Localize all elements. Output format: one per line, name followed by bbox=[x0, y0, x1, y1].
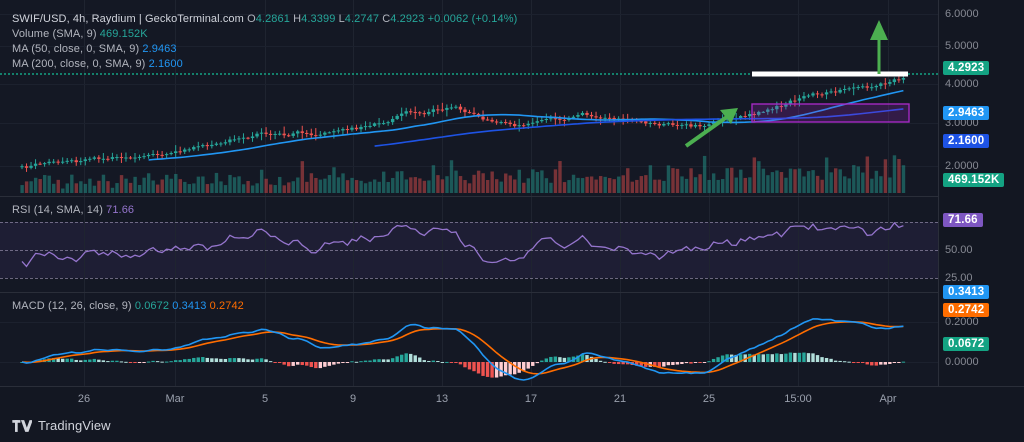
macd-label[interactable]: MACD (12, 26, close, 9) bbox=[12, 300, 132, 312]
gridline-h bbox=[0, 322, 938, 323]
volume-label[interactable]: Volume (SMA, 9) bbox=[12, 28, 97, 40]
low-label: L bbox=[338, 13, 345, 25]
time-tick: 9 bbox=[349, 393, 357, 405]
gridline-v bbox=[888, 0, 889, 197]
gridline-h bbox=[0, 123, 938, 124]
high-value: 4.3399 bbox=[301, 13, 336, 25]
axis-tick: 5.0000 bbox=[945, 40, 979, 52]
time-tick: 17 bbox=[524, 393, 538, 405]
open-value: 4.2861 bbox=[255, 13, 290, 25]
gridline-v bbox=[620, 0, 621, 197]
axis-tick: 4.0000 bbox=[945, 78, 979, 90]
symbol-title[interactable]: SWIF/USD, 4h, Raydium | GeckoTerminal.co… bbox=[12, 13, 244, 25]
axis-tick: 50.00 bbox=[945, 244, 973, 256]
low-value: 4.2747 bbox=[344, 13, 380, 25]
rsi-value: 71.66 bbox=[106, 204, 135, 216]
axis-price-badge[interactable]: 0.3413 bbox=[943, 285, 990, 299]
gridline-h bbox=[0, 84, 938, 85]
macd-pane[interactable] bbox=[0, 293, 938, 386]
rsi-label[interactable]: RSI (14, SMA, 14) bbox=[12, 204, 103, 216]
tradingview-mark-icon bbox=[12, 419, 32, 432]
open-label: O bbox=[247, 13, 256, 25]
axis-tick: 0.0000 bbox=[945, 356, 979, 368]
macd-row: MACD (12, 26, close, 9) 0.0672 0.3413 0.… bbox=[12, 299, 244, 314]
gridline-h bbox=[0, 14, 938, 15]
time-tick: 26 bbox=[77, 393, 91, 405]
ma50-label[interactable]: MA (50, close, 0, SMA, 9) bbox=[12, 43, 140, 55]
gridline-v bbox=[531, 0, 532, 197]
change-percent: (+0.14%) bbox=[471, 13, 518, 25]
axis-tick: 6.0000 bbox=[945, 8, 979, 20]
rsi-legend: RSI (14, SMA, 14) 71.66 bbox=[12, 203, 134, 218]
macd-line-value: 0.3413 bbox=[172, 300, 207, 312]
rsi-level-25 bbox=[0, 278, 938, 279]
tradingview-brand-text: TradingView bbox=[38, 418, 111, 433]
ma200-row: MA (200, close, 0, SMA, 9) 2.1600 bbox=[12, 57, 517, 72]
time-tick: 5 bbox=[261, 393, 269, 405]
gridline-v bbox=[798, 0, 799, 197]
time-tick: Mar bbox=[165, 393, 185, 405]
rsi-row: RSI (14, SMA, 14) 71.66 bbox=[12, 203, 134, 218]
macd-legend: MACD (12, 26, close, 9) 0.0672 0.3413 0.… bbox=[12, 299, 244, 314]
time-tick: 21 bbox=[613, 393, 627, 405]
volume-value: 469.152K bbox=[99, 28, 148, 40]
gridline-v bbox=[888, 293, 889, 386]
axis-price-badge[interactable]: 469.152K bbox=[943, 173, 1005, 187]
ma200-value: 2.1600 bbox=[148, 58, 183, 70]
close-value: 4.2923 bbox=[390, 13, 425, 25]
macd-signal-value: 0.2742 bbox=[209, 300, 244, 312]
axis-price-badge[interactable]: 2.1600 bbox=[943, 134, 990, 148]
tradingview-logo[interactable]: TradingView bbox=[12, 418, 111, 433]
axis-price-badge[interactable]: 4.2923 bbox=[943, 61, 990, 75]
ma200-label[interactable]: MA (200, close, 0, SMA, 9) bbox=[12, 58, 146, 70]
axis-tick: 0.2000 bbox=[945, 316, 979, 328]
macd-hist-value: 0.0672 bbox=[134, 300, 170, 312]
gridline-v bbox=[620, 293, 621, 386]
time-tick: Apr bbox=[879, 393, 897, 405]
gridline-h bbox=[0, 46, 938, 47]
axis-tick: 2.0000 bbox=[945, 160, 979, 172]
symbol-ohlc-row: SWIF/USD, 4h, Raydium | GeckoTerminal.co… bbox=[12, 12, 517, 27]
axis-price-badge[interactable]: 0.0672 bbox=[943, 337, 990, 351]
footer: TradingView bbox=[0, 412, 1024, 442]
gridline-v bbox=[798, 293, 799, 386]
pane-separator bbox=[0, 196, 1024, 197]
gridline-v bbox=[442, 293, 443, 386]
change-value: +0.0062 bbox=[427, 13, 469, 25]
volume-row: Volume (SMA, 9) 469.152K bbox=[12, 27, 517, 42]
gridline-v bbox=[353, 293, 354, 386]
rsi-level-50 bbox=[0, 250, 938, 251]
gridline-h bbox=[0, 166, 938, 167]
time-axis[interactable]: 26 Mar 5 9 13 17 21 25 15:00 Apr bbox=[0, 386, 1024, 413]
high-label: H bbox=[293, 13, 302, 25]
price-axis[interactable]: 6.0000 5.0000 4.0000 3.0000 2.0000 4.2923 2.94… bbox=[938, 0, 1024, 386]
gridline-v bbox=[709, 293, 710, 386]
gridline-v bbox=[84, 0, 85, 197]
gridline-v bbox=[265, 293, 266, 386]
close-label: C bbox=[382, 13, 391, 25]
gridline-v bbox=[531, 293, 532, 386]
price-legend: SWIF/USD, 4h, Raydium | GeckoTerminal.co… bbox=[12, 12, 517, 72]
rsi-pane[interactable] bbox=[0, 197, 938, 293]
ma50-row: MA (50, close, 0, SMA, 9) 2.9463 bbox=[12, 42, 517, 57]
gridline-h bbox=[0, 362, 938, 363]
axis-tick: 3.0000 bbox=[945, 117, 979, 129]
axis-price-badge[interactable]: 0.2742 bbox=[943, 303, 990, 317]
axis-tick: 25.00 bbox=[945, 272, 973, 284]
ma50-value: 2.9463 bbox=[142, 43, 177, 55]
axis-price-badge[interactable]: 71.66 bbox=[943, 213, 983, 227]
gridline-v bbox=[709, 0, 710, 197]
pane-separator bbox=[0, 292, 1024, 293]
time-tick: 15:00 bbox=[784, 393, 812, 405]
time-tick: 13 bbox=[435, 393, 449, 405]
rsi-level-75 bbox=[0, 222, 938, 223]
time-tick: 25 bbox=[702, 393, 716, 405]
axis-price-badge[interactable]: 2.9463 bbox=[943, 106, 990, 120]
